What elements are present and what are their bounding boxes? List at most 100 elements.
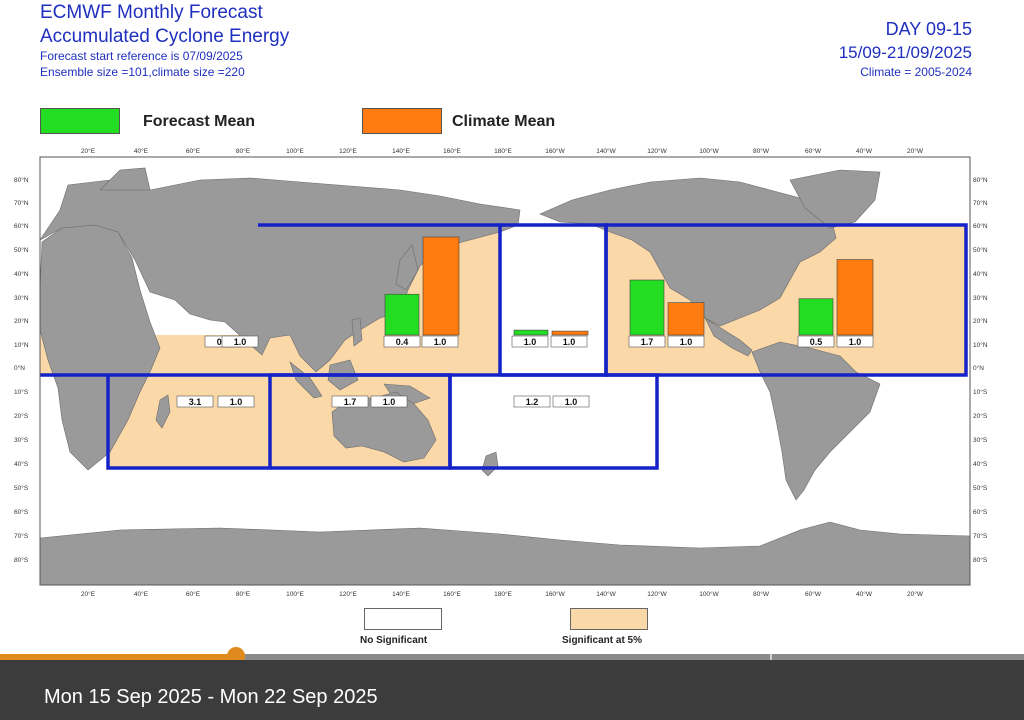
climate-mean-label: Climate Mean <box>452 113 556 130</box>
latitude-label: 50°S <box>973 484 988 492</box>
climate-value-box-eastern-north-pacific <box>667 335 705 348</box>
latitude-label: 10°N <box>14 341 29 349</box>
longitude-label: 140°W <box>596 590 616 598</box>
climate-value-box-central-north-pacific <box>550 335 588 348</box>
climate-value-north-indian: 1.0 <box>234 337 247 347</box>
latitude-label: 10°S <box>14 388 29 396</box>
region-outline <box>604 223 968 377</box>
latitude-label: 40°N <box>973 270 988 278</box>
latitude-label: 80°N <box>14 176 29 184</box>
forecast-value-box-north-atlantic <box>797 335 835 348</box>
climate-bar-eastern-north-pacific <box>667 302 705 336</box>
longitude-label: 80°E <box>236 590 251 598</box>
footer-date-range: Mon 15 Sep 2025 - Mon 22 Sep 2025 <box>44 686 378 708</box>
latitude-label: 80°S <box>14 556 29 564</box>
climate-value-box-south-west-indian <box>217 395 255 408</box>
climate-value-box-north-atlantic <box>836 335 874 348</box>
significant-swatch <box>570 608 648 630</box>
longitude-label: 120°W <box>647 147 667 155</box>
longitude-label: 40°E <box>134 590 149 598</box>
longitude-label: 20°W <box>907 147 924 155</box>
new-zealand-landmass <box>481 451 499 477</box>
longitude-label: 160°W <box>545 590 565 598</box>
forecast-start-reference: Forecast start reference is 07/09/2025 <box>40 49 243 63</box>
map-frame <box>39 156 971 586</box>
japan-landmass <box>395 244 419 291</box>
latitude-label: 40°S <box>973 460 988 468</box>
climate-bar-western-north-pacific <box>422 236 460 336</box>
latitude-labels-right: 80°N 70°N 60°N 50°N 40°N 30°N 20°N 10°N 0°N 10°S 2… <box>973 176 988 564</box>
longitude-label: 20°E <box>81 147 96 155</box>
longitude-label: 100°W <box>699 590 719 598</box>
longitude-label: 20°E <box>81 590 96 598</box>
forecast-value-western-north-pacific: 0.4 <box>396 337 409 347</box>
scandinavia-landmass <box>99 167 151 191</box>
climate-value-box-south-pacific <box>552 395 590 408</box>
longitude-label: 120°E <box>339 590 357 598</box>
forecast-mean-label: Forecast Mean <box>143 113 256 130</box>
climate-bar-central-north-pacific <box>551 330 589 336</box>
climate-period: Climate = 2005-2024 <box>860 65 972 79</box>
ace-bars <box>384 236 874 336</box>
climate-value-box-australian <box>370 395 408 408</box>
footer-bar: Mon 15 Sep 2025 - Mon 22 Sep 2025 <box>0 660 1024 720</box>
north-america-landmass <box>539 177 837 327</box>
longitude-label: 140°W <box>596 147 616 155</box>
longitude-label: 120°E <box>339 147 357 155</box>
latitude-label: 70°S <box>14 532 29 540</box>
climate-value-australian: 1.0 <box>383 397 396 407</box>
latitude-label: 70°N <box>14 199 29 207</box>
longitude-label: 160°E <box>443 147 461 155</box>
forecast-bar-central-north-pacific <box>513 329 549 336</box>
forecast-value-box-australian <box>331 395 369 408</box>
ensemble-size: Ensemble size =101,climate size =220 <box>40 65 245 79</box>
chart-subtitle: Accumulated Cyclone Energy <box>40 26 290 47</box>
latitude-label: 60°S <box>14 508 29 516</box>
longitude-label: 60°E <box>186 147 201 155</box>
latitude-label: 30°S <box>973 436 988 444</box>
forecast-value-south-west-indian: 3.1 <box>189 397 202 407</box>
forecast-value-north-atlantic: 0.5 <box>810 337 823 347</box>
value-labels: 0.51.00.41.01.01.01.71.00.51.03.11.01.71… <box>176 335 874 408</box>
longitude-label: 100°W <box>699 147 719 155</box>
latitude-label: 80°N <box>973 176 988 184</box>
climate-value-south-west-indian: 1.0 <box>230 397 243 407</box>
south-america-landmass <box>751 341 881 501</box>
central-america-landmass <box>704 317 753 357</box>
latitude-label: 50°S <box>14 484 29 492</box>
latitude-label: 70°S <box>973 532 988 540</box>
longitude-labels-bottom: 20°E 40°E 60°E 80°E 100°E 120°E 140°E 160°E 180°… <box>81 590 924 598</box>
region-outlines <box>40 223 968 470</box>
latitude-label: 20°N <box>14 317 29 325</box>
longitude-label: 40°E <box>134 147 149 155</box>
longitude-label: 20°W <box>907 590 924 598</box>
longitude-label: 60°W <box>805 590 822 598</box>
progress-marker <box>770 654 772 660</box>
chart-title: ECMWF Monthly Forecast <box>40 2 263 23</box>
progress-fill <box>0 654 236 660</box>
latitude-label: 50°N <box>14 246 29 254</box>
latitude-label: 20°S <box>973 412 988 420</box>
forecast-value-box-western-north-pacific <box>383 335 421 348</box>
region-outline <box>448 373 659 470</box>
longitude-label: 80°W <box>753 147 770 155</box>
significant-label: Significant at 5% <box>562 635 643 646</box>
day-range: DAY 09-15 <box>885 19 972 39</box>
greenland-landmass <box>789 169 881 229</box>
forecast-value-central-north-pacific: 1.0 <box>524 337 537 347</box>
longitude-labels-top: 20°E 40°E 60°E 80°E 100°E 120°E 140°E 160°E 180°… <box>81 147 924 155</box>
antarctica-landmass <box>39 521 971 586</box>
forecast-value-south-pacific: 1.2 <box>526 397 539 407</box>
latitude-label: 30°N <box>973 294 988 302</box>
latitude-label: 10°N <box>973 341 988 349</box>
climate-value-western-north-pacific: 1.0 <box>434 337 447 347</box>
latitude-label: 0°N <box>14 364 25 372</box>
climate-value-box-western-north-pacific <box>421 335 459 348</box>
region-outline <box>500 223 608 377</box>
latitude-label: 20°N <box>973 317 988 325</box>
longitude-label: 120°W <box>647 590 667 598</box>
no-significant-swatch <box>364 608 442 630</box>
longitude-label: 160°E <box>443 590 461 598</box>
climate-value-south-pacific: 1.0 <box>565 397 578 407</box>
latitude-label: 0°N <box>973 364 984 372</box>
